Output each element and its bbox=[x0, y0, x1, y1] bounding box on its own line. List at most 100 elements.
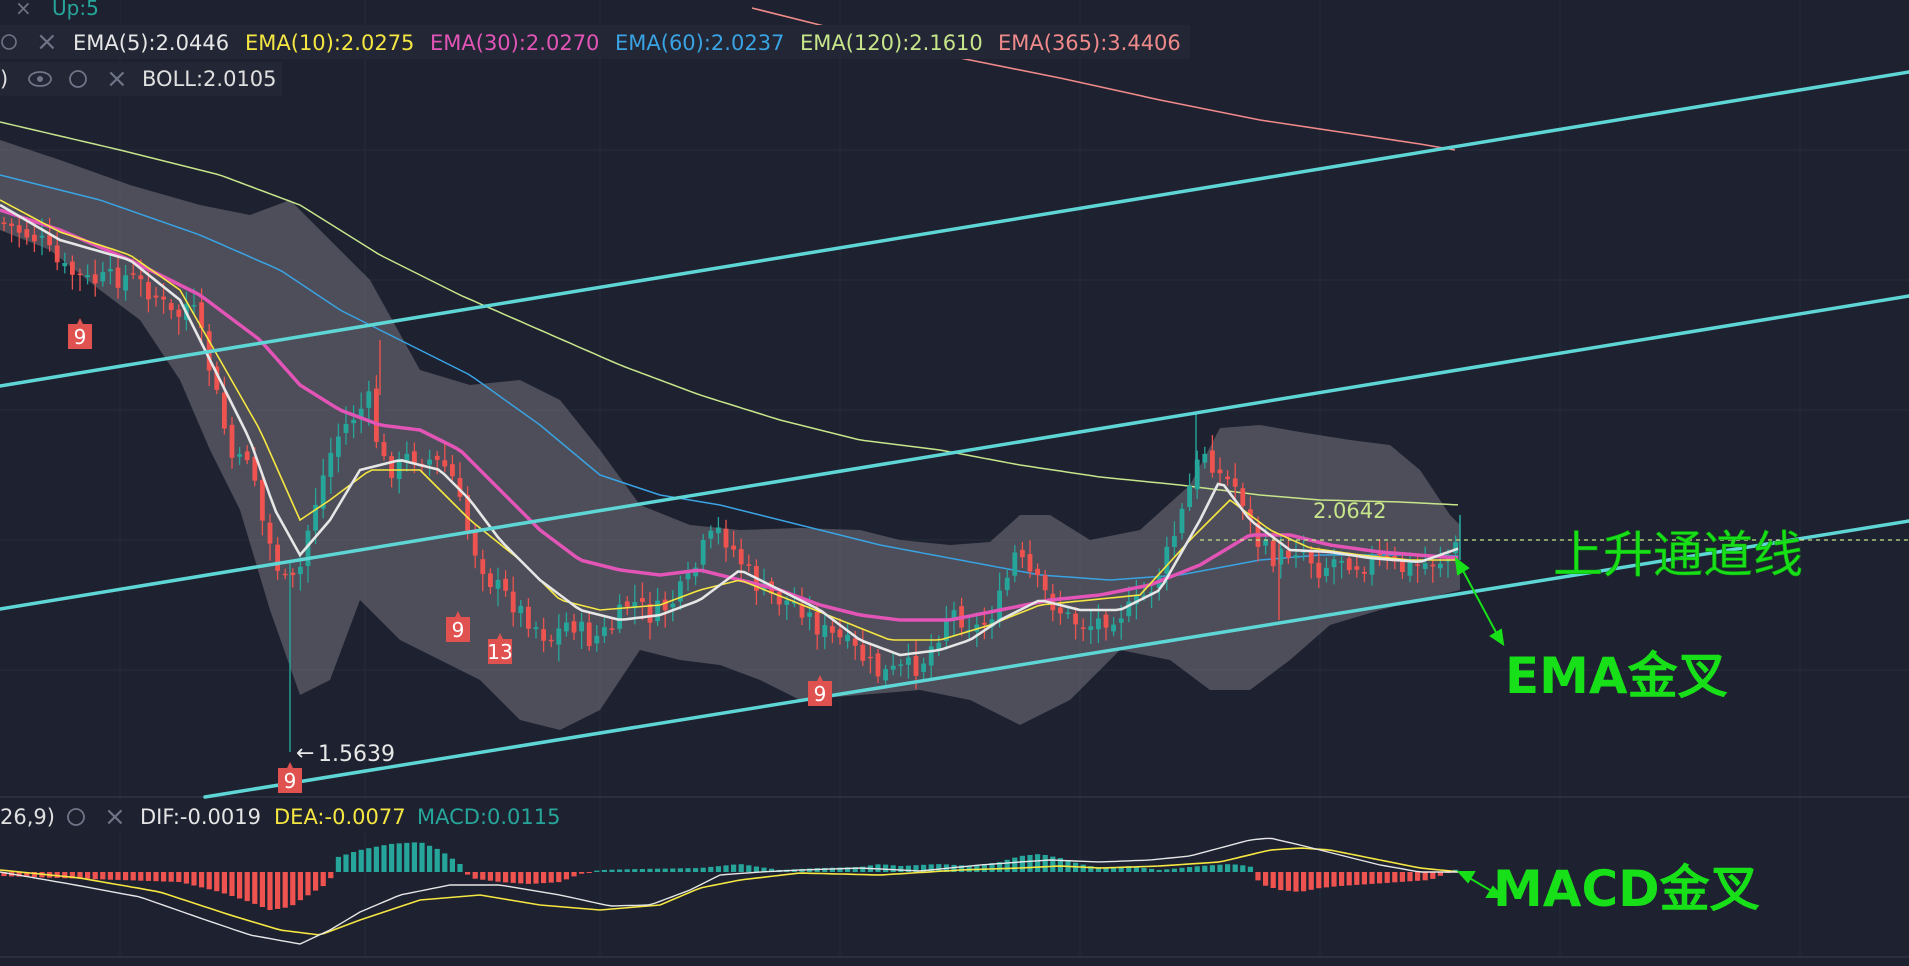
candle-body bbox=[16, 225, 22, 233]
candlesticks bbox=[1, 216, 1461, 752]
macd-bar bbox=[981, 864, 987, 872]
close-icon[interactable]: × bbox=[36, 27, 58, 57]
candle-body bbox=[412, 451, 417, 464]
sequence-badge-label: 9 bbox=[452, 618, 465, 642]
channel-line-top[interactable] bbox=[0, 70, 1909, 388]
candle-body bbox=[670, 603, 676, 608]
macd-bar bbox=[138, 872, 144, 881]
macd-bar bbox=[153, 872, 159, 882]
settings-icon[interactable] bbox=[69, 70, 87, 88]
close-icon[interactable]: × bbox=[15, 0, 32, 20]
bollinger-band bbox=[0, 140, 1460, 730]
macd-bar bbox=[586, 872, 592, 873]
channel-line-middle[interactable] bbox=[0, 294, 1909, 611]
macd-bar bbox=[1004, 859, 1010, 872]
candle-body bbox=[138, 275, 144, 280]
macd-cross-annotation: MACD金叉 bbox=[1493, 860, 1760, 918]
candle-body bbox=[404, 453, 410, 463]
macd-bar bbox=[1361, 872, 1367, 885]
channel-line-bottom[interactable] bbox=[203, 519, 1909, 799]
macd-bar bbox=[305, 872, 311, 896]
macd-bar bbox=[229, 872, 235, 896]
macd-bar bbox=[267, 872, 273, 910]
candle-body bbox=[336, 436, 341, 457]
candle-body bbox=[480, 559, 486, 575]
candle-body bbox=[24, 229, 30, 238]
candle-body bbox=[77, 273, 83, 276]
macd-params: 26,9) bbox=[0, 805, 55, 829]
macd-bar bbox=[1133, 866, 1139, 872]
close-icon[interactable]: × bbox=[104, 802, 126, 832]
sequence-badge: 9 bbox=[68, 318, 92, 349]
candle-body bbox=[313, 504, 318, 531]
macd-bar bbox=[700, 867, 706, 872]
ema-legend-item: EMA(30):2.0270 bbox=[430, 31, 599, 55]
candle-body bbox=[1035, 568, 1040, 576]
eye-icon[interactable] bbox=[28, 71, 52, 87]
macd-bar bbox=[693, 868, 699, 872]
macd-bar bbox=[860, 866, 866, 872]
candle-body bbox=[1141, 595, 1147, 597]
candle-body bbox=[716, 527, 721, 534]
close-icon[interactable]: × bbox=[106, 64, 128, 94]
macd-bar bbox=[617, 869, 623, 872]
macd-bar bbox=[1339, 872, 1345, 886]
macd-legend: 26,9) × DIF:-0.0019 DEA:-0.0077 MACD:0.0… bbox=[0, 799, 572, 833]
macd-bar bbox=[472, 872, 478, 879]
macd-bar bbox=[100, 872, 106, 880]
macd-bar bbox=[1035, 854, 1041, 872]
settings-icon[interactable] bbox=[67, 808, 85, 826]
ema-cross-annotation: EMA金叉 bbox=[1505, 647, 1728, 705]
candle-body bbox=[1240, 488, 1246, 506]
macd-bar bbox=[1141, 867, 1147, 872]
macd-bar bbox=[244, 872, 250, 902]
candle-body bbox=[252, 456, 258, 481]
macd-bar bbox=[1278, 872, 1284, 891]
candle-body bbox=[898, 664, 904, 666]
candle-body bbox=[655, 600, 660, 622]
macd-bar bbox=[343, 854, 349, 872]
macd-bar bbox=[594, 870, 600, 872]
candle-body bbox=[161, 296, 166, 300]
ema60-line bbox=[0, 174, 1459, 581]
ema-legend-item: EMA(5):2.0446 bbox=[73, 31, 229, 55]
settings-icon[interactable] bbox=[1, 34, 17, 50]
macd-bar bbox=[366, 848, 372, 872]
candle-body bbox=[1179, 508, 1185, 534]
ema10-line bbox=[0, 199, 1458, 641]
candle-body bbox=[1080, 627, 1086, 629]
macd-bar bbox=[168, 872, 174, 882]
candle-body bbox=[1225, 476, 1230, 480]
macd-bar bbox=[1057, 858, 1063, 872]
macd-bar bbox=[921, 864, 927, 872]
macd-bar bbox=[1118, 866, 1124, 872]
macd-bar bbox=[510, 872, 516, 883]
macd-bar bbox=[396, 843, 402, 872]
candle-body bbox=[1172, 536, 1177, 547]
candle-body bbox=[1438, 563, 1443, 569]
candle-body bbox=[1073, 613, 1078, 625]
macd-bar bbox=[1088, 866, 1094, 872]
candle-body bbox=[533, 627, 539, 630]
candle-body bbox=[47, 235, 52, 246]
macd-bar bbox=[411, 842, 417, 872]
candle-body bbox=[1400, 558, 1405, 572]
macd-bar bbox=[503, 872, 509, 883]
macd-bar bbox=[62, 872, 68, 879]
candle-body bbox=[176, 309, 182, 317]
rising-channel[interactable] bbox=[0, 70, 1909, 799]
candle-body bbox=[1286, 550, 1291, 558]
candle-body bbox=[222, 392, 227, 429]
macd-bar bbox=[282, 872, 288, 908]
candle-body bbox=[1149, 591, 1154, 594]
macd-bar bbox=[1187, 867, 1193, 872]
macd-bar bbox=[1050, 856, 1056, 872]
candle-body bbox=[1202, 453, 1208, 463]
ema-legend: × EMA(5):2.0446 EMA(10):2.0275 EMA(30):2.0… bbox=[0, 25, 1190, 59]
macd-bar bbox=[1232, 864, 1238, 872]
candle-body bbox=[1422, 563, 1428, 569]
candle-body bbox=[617, 604, 622, 629]
candle-body bbox=[609, 628, 615, 630]
dif-line bbox=[0, 837, 1458, 945]
